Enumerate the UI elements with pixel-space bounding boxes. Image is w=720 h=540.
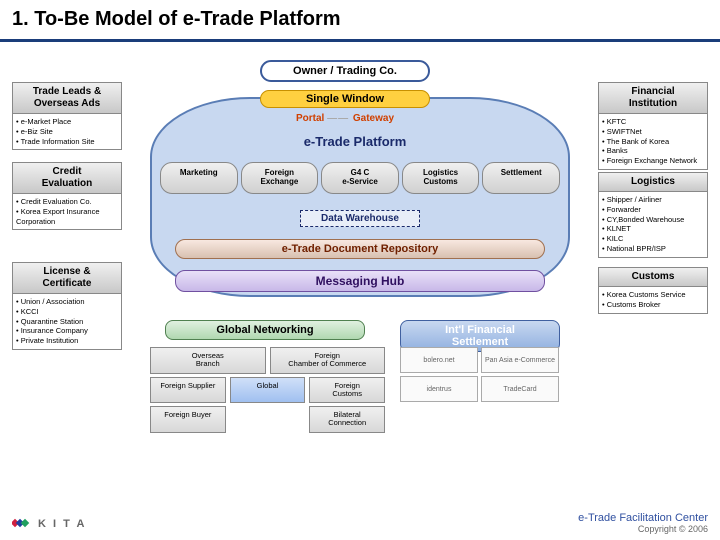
- module-row: Marketing ForeignExchange G4 Ce-Service …: [160, 162, 560, 194]
- box-license: License &Certificate Union / Association…: [12, 262, 122, 350]
- title-bar: 1. To-Be Model of e-Trade Platform: [0, 0, 720, 42]
- list-item: Banks: [602, 146, 704, 156]
- net-cell: OverseasBranch: [150, 347, 266, 374]
- box-customs: Customs Korea Customs Service Customs Br…: [598, 267, 708, 314]
- list-item: e-Market Place: [16, 117, 118, 127]
- gateway-text: Gateway: [353, 113, 394, 124]
- list-item: Forwarder: [602, 205, 704, 215]
- msg-hub-label: Messaging Hub: [175, 270, 545, 292]
- portal-text: Portal: [296, 113, 324, 124]
- box-credit: CreditEvaluation Credit Evaluation Co. K…: [12, 162, 122, 230]
- box-hd: License &Certificate: [13, 263, 121, 294]
- list-item: Quarantine Station: [16, 317, 118, 327]
- list-item: CY,Bonded Warehouse: [602, 215, 704, 225]
- box-hd: Trade Leads &Overseas Ads: [13, 83, 121, 114]
- list-item: e-Biz Site: [16, 127, 118, 137]
- platform-title: e-Trade Platform: [275, 134, 435, 149]
- net-cell: ForeignChamber of Commerce: [270, 347, 386, 374]
- list-item: Shipper / Airliner: [602, 195, 704, 205]
- list-item: Trade Information Site: [16, 137, 118, 147]
- platform-cloud: [150, 97, 570, 297]
- logo-tradecard: TradeCard: [481, 376, 559, 402]
- list-item: The Bank of Korea: [602, 137, 704, 147]
- list-item: Private Institution: [16, 336, 118, 346]
- list-item: Insurance Company: [16, 326, 118, 336]
- list-item: Customs Broker: [602, 300, 704, 310]
- list-item: Union / Association: [16, 297, 118, 307]
- list-item: Korea Export Insurance Corporation: [16, 207, 118, 227]
- net-cell: ForeignCustoms: [309, 377, 385, 404]
- box-hd: Logistics: [599, 173, 707, 192]
- networking-grid: OverseasBranch ForeignChamber of Commerc…: [150, 347, 385, 436]
- box-logistics: Logistics Shipper / Airliner Forwarder C…: [598, 172, 708, 258]
- single-window-label: Single Window: [260, 90, 430, 108]
- kita-text: K I T A: [38, 518, 86, 530]
- box-bd: KFTC SWIFTNet The Bank of Korea Banks Fo…: [599, 114, 707, 169]
- diagram-stage: Owner / Trading Co. Single Window Portal…: [0, 42, 720, 502]
- list-item: KILC: [602, 234, 704, 244]
- kita-icon: [12, 514, 32, 534]
- module-marketing: Marketing: [160, 162, 238, 194]
- module-g4c: G4 Ce-Service: [321, 162, 399, 194]
- box-financial: FinancialInstitution KFTC SWIFTNet The B…: [598, 82, 708, 170]
- portal-gateway-label: Portal —— Gateway: [275, 113, 415, 124]
- net-cell: Foreign Supplier: [150, 377, 226, 404]
- data-warehouse-label: Data Warehouse: [300, 210, 420, 227]
- list-item: Foreign Exchange Network: [602, 156, 704, 166]
- logo-panasia: Pan Asia e-Commerce: [481, 347, 559, 373]
- list-item: KCCI: [16, 307, 118, 317]
- logo-bolero: bolero.net: [400, 347, 478, 373]
- doc-repo-label: e-Trade Document Repository: [175, 239, 545, 259]
- list-item: Korea Customs Service: [602, 290, 704, 300]
- box-bd: Korea Customs Service Customs Broker: [599, 287, 707, 313]
- list-item: Credit Evaluation Co.: [16, 197, 118, 207]
- box-hd: FinancialInstitution: [599, 83, 707, 114]
- list-item: KLNET: [602, 224, 704, 234]
- net-cell: Foreign Buyer: [150, 406, 226, 433]
- page-title: 1. To-Be Model of e-Trade Platform: [12, 8, 708, 31]
- module-logistics-customs: LogisticsCustoms: [402, 162, 480, 194]
- kita-logo: K I T A: [12, 514, 86, 534]
- list-item: SWIFTNet: [602, 127, 704, 137]
- box-hd: Customs: [599, 268, 707, 287]
- copyright: Copyright © 2006: [578, 524, 708, 534]
- logo-identrus: identrus: [400, 376, 478, 402]
- net-cell: BilateralConnection: [309, 406, 385, 433]
- center-name: e-Trade Facilitation Center: [578, 512, 708, 524]
- list-item: KFTC: [602, 117, 704, 127]
- box-hd: CreditEvaluation: [13, 163, 121, 194]
- net-cell-global: Global: [230, 377, 306, 404]
- module-fx: ForeignExchange: [241, 162, 319, 194]
- dash-icon: ——: [327, 113, 353, 124]
- footer: K I T A e-Trade Facilitation Center Copy…: [0, 512, 720, 534]
- owner-label: Owner / Trading Co.: [260, 60, 430, 82]
- box-trade-leads: Trade Leads &Overseas Ads e-Market Place…: [12, 82, 122, 150]
- global-networking-label: Global Networking: [165, 320, 365, 340]
- facilitation-center: e-Trade Facilitation Center Copyright © …: [578, 512, 708, 534]
- logo-grid: bolero.net Pan Asia e-Commerce identrus …: [400, 347, 565, 402]
- box-bd: e-Market Place e-Biz Site Trade Informat…: [13, 114, 121, 149]
- box-bd: Union / Association KCCI Quarantine Stat…: [13, 294, 121, 349]
- list-item: National BPR/ISP: [602, 244, 704, 254]
- box-bd: Credit Evaluation Co. Korea Export Insur…: [13, 194, 121, 229]
- box-bd: Shipper / Airliner Forwarder CY,Bonded W…: [599, 192, 707, 257]
- module-settlement: Settlement: [482, 162, 560, 194]
